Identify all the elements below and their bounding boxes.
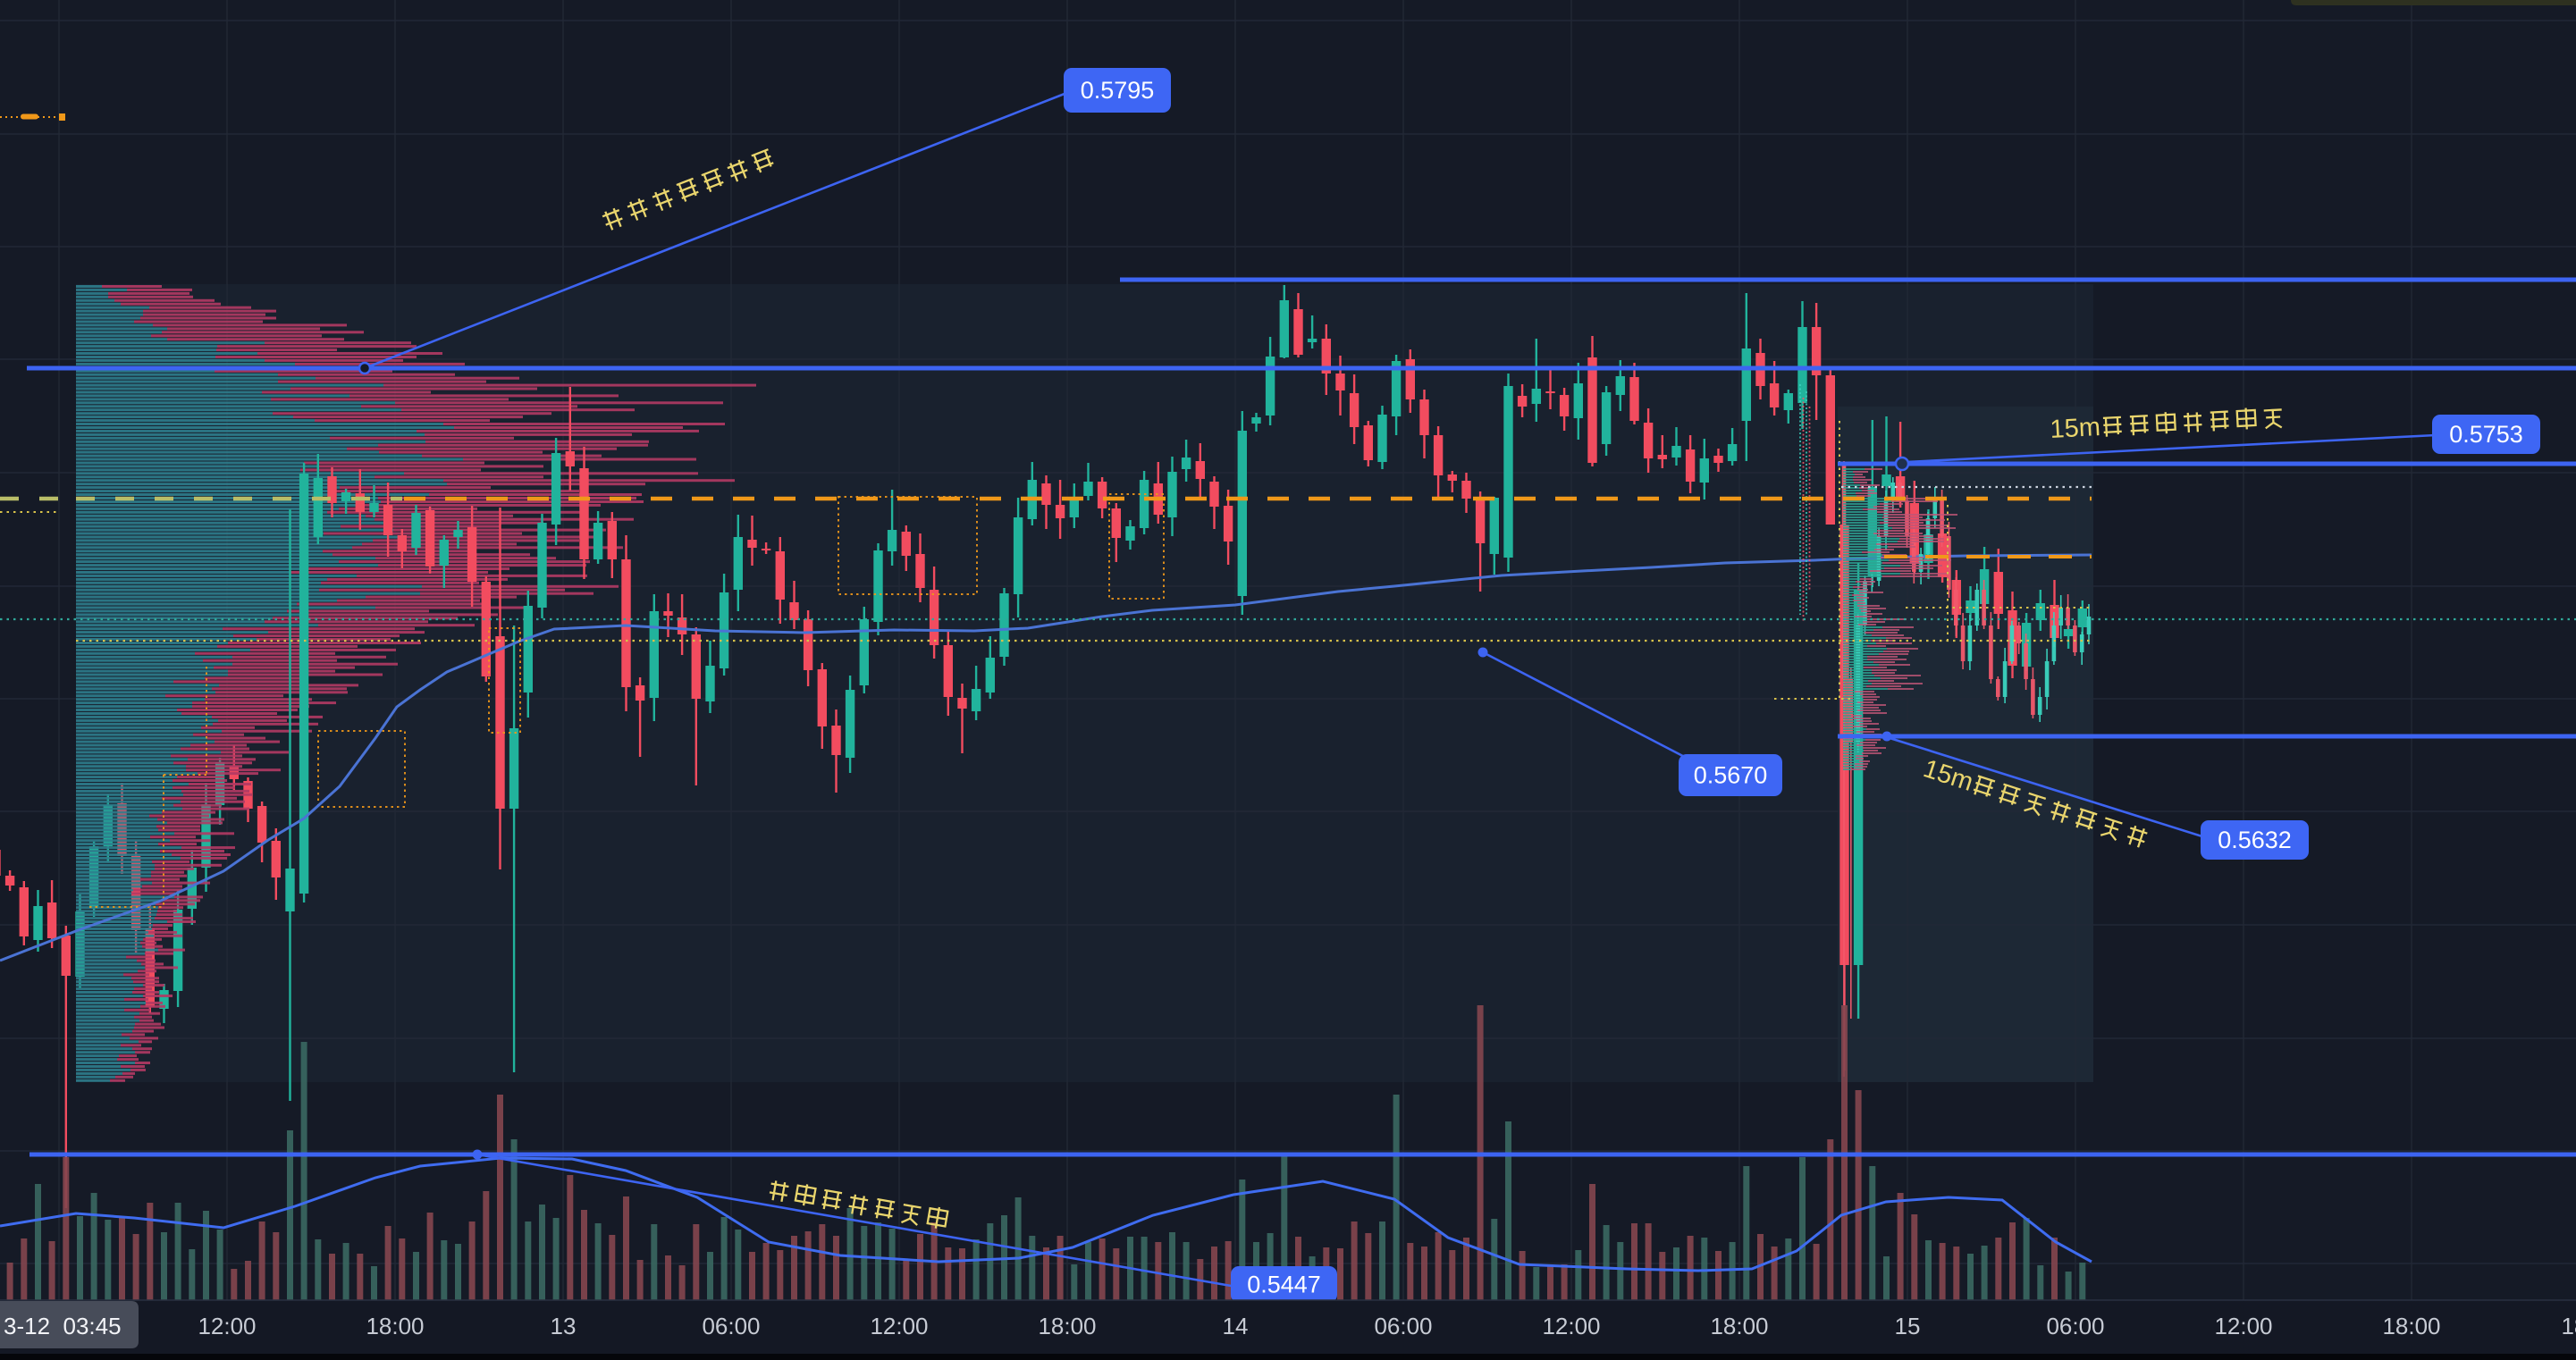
svg-text:3-12 03:45: 3-12 03:45 [4,1313,122,1339]
svg-text:0.5795: 0.5795 [1081,77,1155,104]
svg-text:18:00: 18:00 [2561,1313,2576,1339]
svg-text:12:00: 12:00 [870,1313,928,1339]
svg-text:18:00: 18:00 [366,1313,424,1339]
svg-text:0.5753: 0.5753 [2449,421,2523,448]
svg-text:12:00: 12:00 [198,1313,256,1339]
svg-text:13: 13 [551,1313,577,1339]
svg-text:06:00: 06:00 [1374,1313,1432,1339]
svg-text:06:00: 06:00 [2046,1313,2104,1339]
svg-text:0.5632: 0.5632 [2218,827,2292,853]
svg-text:18:00: 18:00 [2382,1313,2440,1339]
svg-text:15m: 15m [2050,413,2101,444]
svg-text:12:00: 12:00 [2214,1313,2272,1339]
svg-text:06:00: 06:00 [702,1313,760,1339]
svg-text:0.5447: 0.5447 [1247,1272,1321,1298]
svg-text:0.5670: 0.5670 [1694,762,1768,789]
svg-text:14: 14 [1223,1313,1249,1339]
svg-text:12:00: 12:00 [1542,1313,1600,1339]
svg-text:18:00: 18:00 [1710,1313,1768,1339]
svg-text:15: 15 [1895,1313,1921,1339]
svg-text:18:00: 18:00 [1038,1313,1096,1339]
